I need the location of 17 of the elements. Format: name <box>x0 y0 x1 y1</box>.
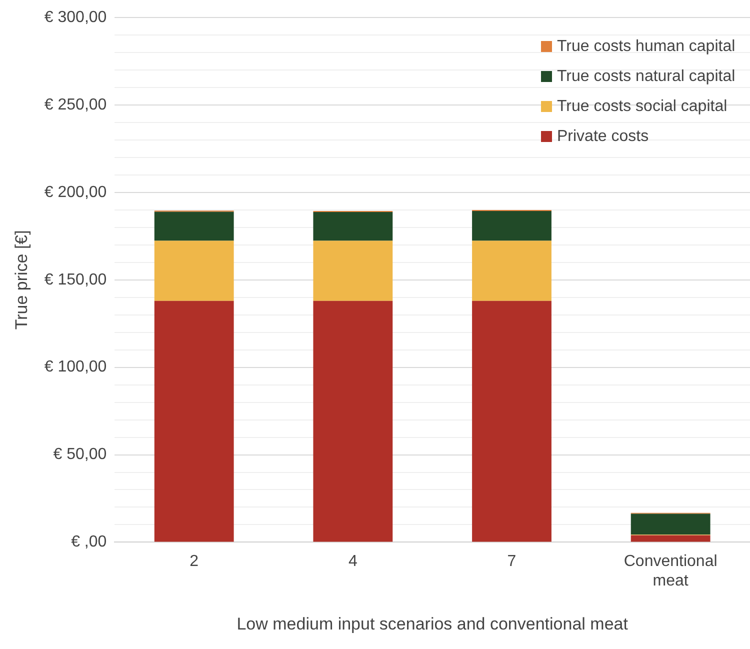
x-tick-label: Conventional meat <box>624 553 718 590</box>
y-tick-label: € ,00 <box>71 534 107 551</box>
x-tick-label: 2 <box>190 553 199 570</box>
x-axis-title: Low medium input scenarios and conventional meat <box>236 614 628 634</box>
y-tick-label: € 300,00 <box>44 9 107 26</box>
y-tick-label: € 50,00 <box>53 446 107 464</box>
y-tick-label: € 250,00 <box>44 96 107 114</box>
y-tick-label: € 200,00 <box>44 184 107 201</box>
y-tick-label: € 100,00 <box>44 358 107 376</box>
x-tick-label: 4 <box>348 553 358 570</box>
legend-label: True costs social capital <box>557 98 728 116</box>
legend-label: Private costs <box>557 128 649 146</box>
legend-label: True costs natural capital <box>557 68 736 86</box>
legend-label: True costs human capital <box>557 38 736 56</box>
y-axis-title: True price [€] <box>12 230 31 330</box>
x-tick-label: 7 <box>507 553 516 570</box>
y-tick-label: € 150,00 <box>44 271 107 288</box>
